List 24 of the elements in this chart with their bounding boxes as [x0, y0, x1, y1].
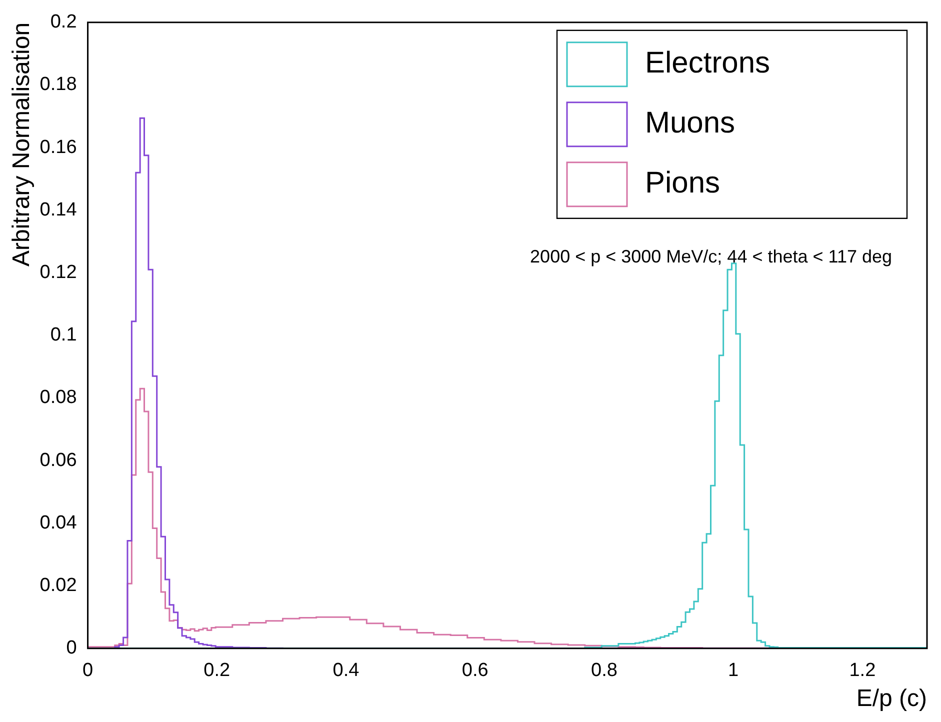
- y-tick-label: 0.02: [40, 575, 77, 596]
- y-tick-label: 0.04: [40, 512, 78, 534]
- x-tick-label: 1: [728, 660, 739, 682]
- y-tick-label: 0.16: [40, 136, 77, 158]
- y-tick-label: 0.2: [50, 12, 77, 33]
- legend-label: Electrons: [645, 46, 770, 80]
- x-tick-label: 0.2: [204, 660, 230, 682]
- y-tick-label: 0.18: [40, 74, 77, 96]
- x-axis-title: E/p (c): [856, 685, 927, 712]
- annotation: 2000 < p < 3000 MeV/c; 44 < theta < 117 deg: [530, 246, 892, 266]
- x-tick-label: 0: [82, 660, 94, 682]
- x-tick-label: 0.4: [332, 660, 360, 682]
- y-tick-label: 0.14: [40, 199, 78, 220]
- legend-label: Muons: [645, 106, 736, 140]
- legend-label: Pions: [645, 166, 720, 200]
- x-tick-label: 1.2: [849, 660, 876, 682]
- y-axis-title: Arbitrary Normalisation: [8, 22, 36, 266]
- y-tick-label: 0.06: [40, 450, 77, 471]
- y-tick-label: 0.1: [50, 324, 77, 346]
- y-tick-label: 0.08: [40, 387, 77, 408]
- y-tick-label: 0: [66, 638, 77, 659]
- x-tick-label: 0.6: [462, 660, 488, 682]
- y-tick-label: 0.12: [40, 262, 77, 284]
- x-tick-label: 0.8: [591, 660, 618, 682]
